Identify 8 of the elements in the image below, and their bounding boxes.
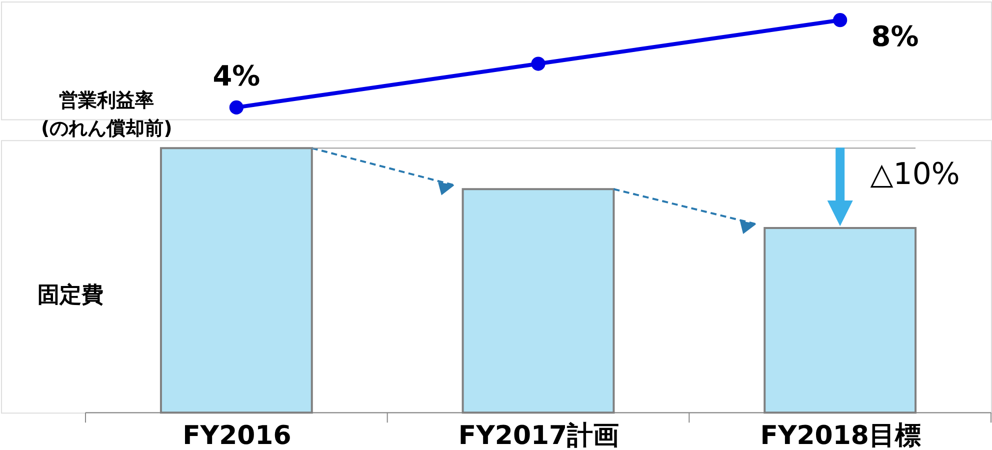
data-label: 8%: [871, 20, 919, 54]
text: 営業利益率 (のれん償却前): [40, 90, 172, 140]
x-tick-label: FY2018目標: [760, 421, 921, 450]
x-tick-label: FY2016: [182, 421, 292, 450]
data-label: 4%: [212, 59, 260, 92]
text: 固定費: [37, 282, 104, 308]
x-tick-label: FY2017計画: [458, 421, 620, 450]
annotation: △10%: [870, 156, 960, 192]
